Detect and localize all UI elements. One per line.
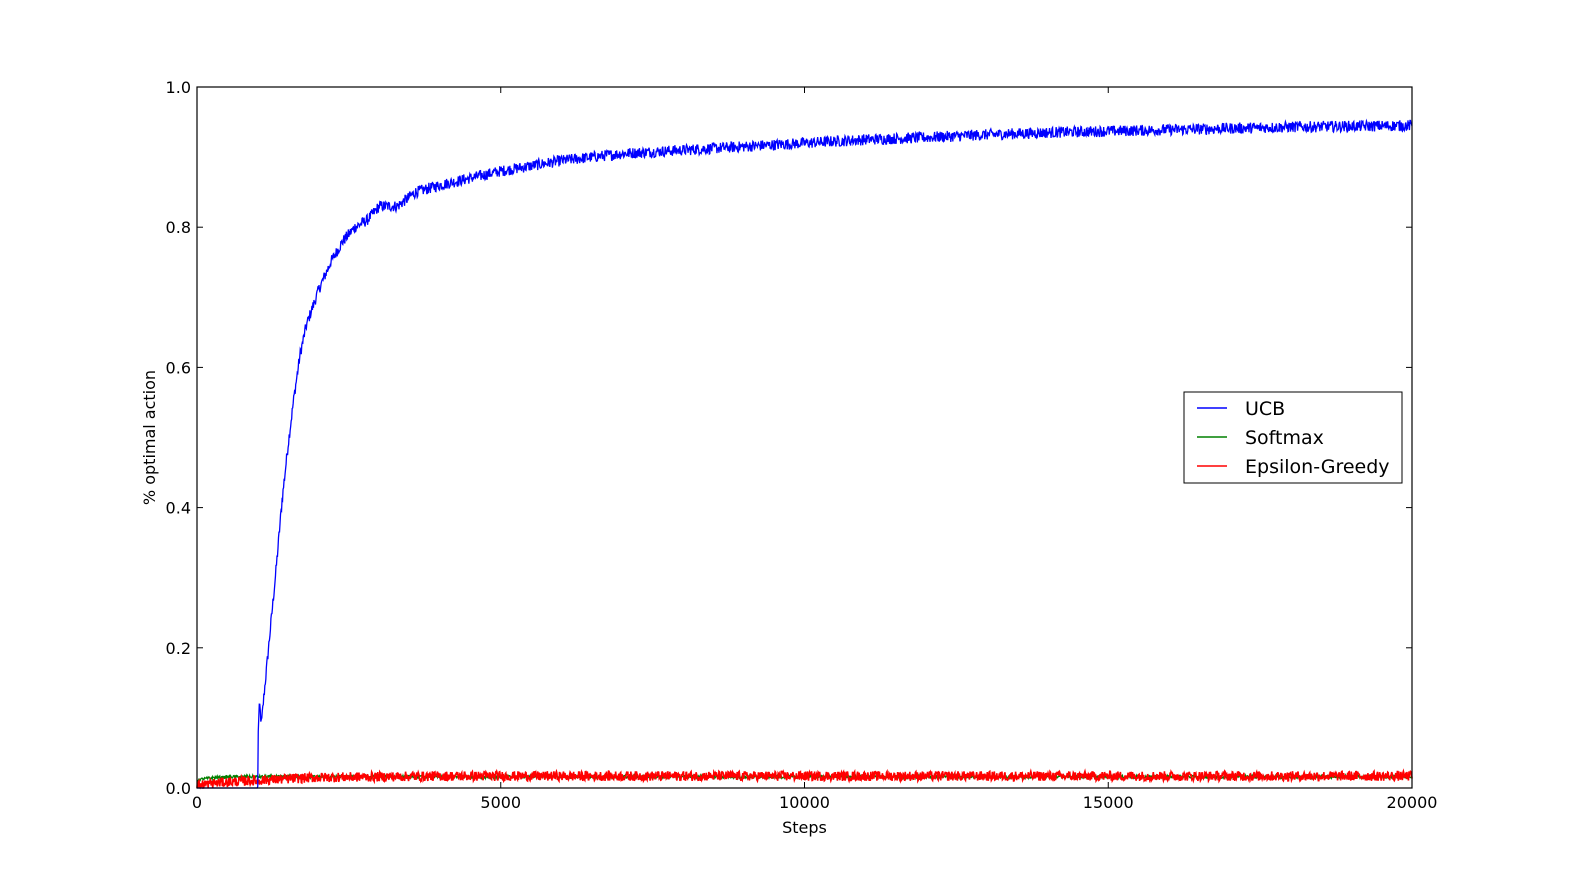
x-tick-label: 20000 <box>1387 793 1438 812</box>
y-tick-label: 0.6 <box>166 358 191 377</box>
legend-label-epsilon-greedy: Epsilon-Greedy <box>1245 456 1390 478</box>
y-axis-label: % optimal action <box>140 370 159 505</box>
x-tick-label: 5000 <box>480 793 521 812</box>
series-line-epsilon-greedy <box>196 768 1413 790</box>
y-tick-label: 1.0 <box>166 78 191 97</box>
x-axis-label: Steps <box>782 818 827 837</box>
legend: UCB Softmax Epsilon-Greedy <box>1183 391 1403 484</box>
series-layer <box>196 118 1413 790</box>
x-tick-label: 15000 <box>1083 793 1134 812</box>
y-tick-label: 0.4 <box>166 499 191 518</box>
legend-label-ucb: UCB <box>1245 398 1285 420</box>
x-tick-label: 0 <box>192 793 202 812</box>
y-tick-label: 0.0 <box>166 779 191 798</box>
legend-label-softmax: Softmax <box>1245 427 1324 449</box>
y-tick-label: 0.2 <box>166 639 191 658</box>
x-tick-label: 10000 <box>779 793 830 812</box>
series-line-ucb <box>197 118 1413 789</box>
ticks-layer: 0 5000 10000 15000 20000 0.0 0.2 0.4 0.6 0.8 1.0 <box>166 78 1438 812</box>
y-tick-label: 0.8 <box>166 218 191 237</box>
